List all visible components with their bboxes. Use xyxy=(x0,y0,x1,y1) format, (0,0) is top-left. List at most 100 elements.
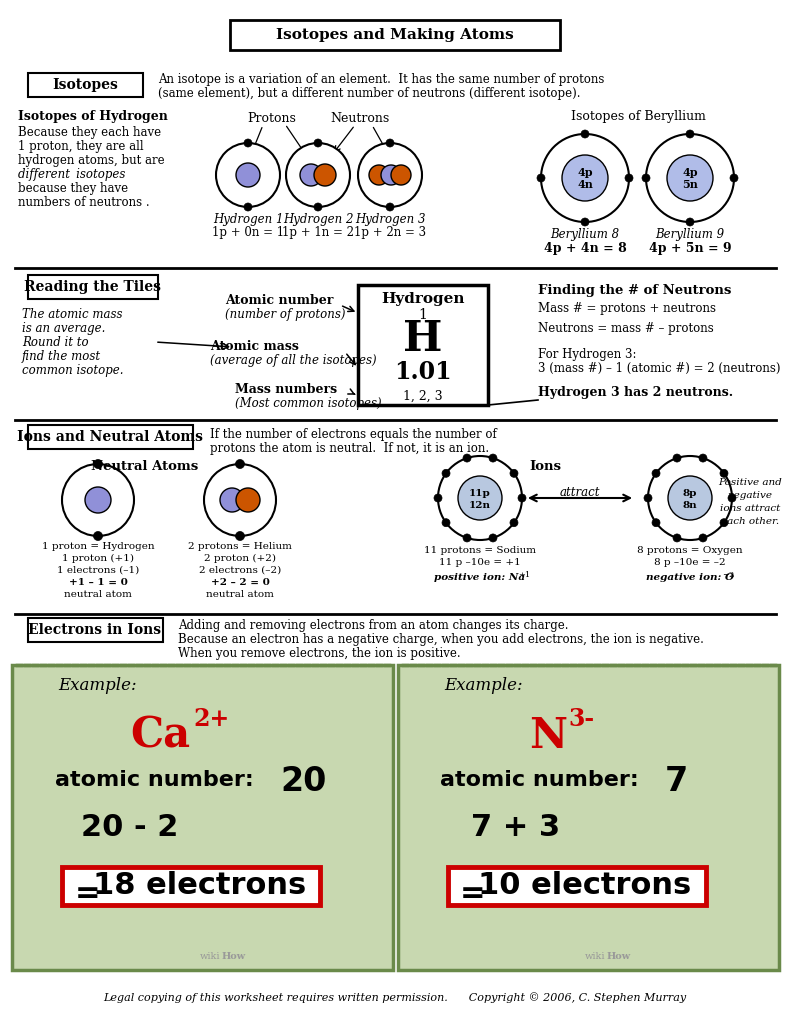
Circle shape xyxy=(686,130,694,138)
Circle shape xyxy=(625,174,633,182)
Text: 1.01: 1.01 xyxy=(394,360,452,384)
Text: find the most: find the most xyxy=(22,350,101,362)
Circle shape xyxy=(391,165,411,185)
Text: atomic number:: atomic number: xyxy=(440,770,646,790)
Circle shape xyxy=(699,454,707,462)
Text: Hydrogen 3: Hydrogen 3 xyxy=(354,213,426,226)
Text: attract: attract xyxy=(560,486,600,499)
Text: =: = xyxy=(75,879,112,908)
Text: numbers of neutrons .: numbers of neutrons . xyxy=(18,196,149,209)
Circle shape xyxy=(236,488,260,512)
Circle shape xyxy=(463,454,471,462)
Text: is an average.: is an average. xyxy=(22,322,105,335)
Text: Hydrogen 2: Hydrogen 2 xyxy=(282,213,354,226)
Text: For Hydrogen 3:: For Hydrogen 3: xyxy=(538,348,637,361)
Circle shape xyxy=(510,519,518,526)
Text: (Most common isotopes): (Most common isotopes) xyxy=(235,397,381,410)
Circle shape xyxy=(386,203,394,211)
Text: 4p + 5n = 9: 4p + 5n = 9 xyxy=(649,242,732,255)
Text: The atomic mass: The atomic mass xyxy=(22,308,123,321)
Text: Ions: Ions xyxy=(529,460,561,473)
Text: 20 - 2: 20 - 2 xyxy=(81,813,179,842)
Bar xyxy=(28,618,163,642)
Text: 7 + 3: 7 + 3 xyxy=(471,813,561,842)
Circle shape xyxy=(720,519,728,526)
Text: Ions and Neutral Atoms: Ions and Neutral Atoms xyxy=(17,430,203,444)
Text: 8p: 8p xyxy=(683,489,697,499)
Circle shape xyxy=(537,174,545,182)
Bar xyxy=(28,425,193,449)
Text: (number of protons): (number of protons) xyxy=(225,308,346,321)
Circle shape xyxy=(93,460,103,469)
Text: +2 – 2 = 0: +2 – 2 = 0 xyxy=(210,578,270,587)
Circle shape xyxy=(652,469,660,477)
Text: 4p + 4n = 8: 4p + 4n = 8 xyxy=(543,242,626,255)
Text: 7: 7 xyxy=(665,765,688,798)
Text: 11 p –10e = +1: 11 p –10e = +1 xyxy=(439,558,521,567)
Text: =: = xyxy=(460,879,496,908)
Text: hydrogen atoms, but are: hydrogen atoms, but are xyxy=(18,154,165,167)
Text: 18 electrons: 18 electrons xyxy=(93,871,307,900)
Circle shape xyxy=(642,174,650,182)
Circle shape xyxy=(518,494,526,502)
Text: 1p + 2n = 3: 1p + 2n = 3 xyxy=(354,226,426,239)
Bar xyxy=(28,275,158,299)
Text: positive ion: Na: positive ion: Na xyxy=(434,573,525,582)
Circle shape xyxy=(489,534,497,542)
Text: common isotope.: common isotope. xyxy=(22,364,123,377)
Text: 4p: 4p xyxy=(577,168,592,178)
Bar xyxy=(230,20,560,50)
Circle shape xyxy=(458,476,502,520)
Circle shape xyxy=(438,456,522,540)
Text: 2 protons = Helium: 2 protons = Helium xyxy=(188,542,292,551)
Circle shape xyxy=(668,476,712,520)
Text: 1, 2, 3: 1, 2, 3 xyxy=(403,390,443,403)
Text: Mass # = protons + neutrons: Mass # = protons + neutrons xyxy=(538,302,716,315)
Circle shape xyxy=(730,174,738,182)
Circle shape xyxy=(489,454,497,462)
Circle shape xyxy=(463,534,471,542)
Text: 5n: 5n xyxy=(682,179,698,190)
Text: 1p + 0n = 1: 1p + 0n = 1 xyxy=(212,226,284,239)
Text: 1 proton, they are all: 1 proton, they are all xyxy=(18,140,144,153)
Circle shape xyxy=(236,163,260,187)
Text: Example:: Example: xyxy=(58,677,137,694)
Text: Round it to: Round it to xyxy=(22,336,89,349)
Text: neutral atom: neutral atom xyxy=(64,590,132,599)
Text: 3-: 3- xyxy=(568,707,594,731)
Text: 1p + 1n = 2: 1p + 1n = 2 xyxy=(282,226,354,239)
Text: Isotopes: Isotopes xyxy=(52,78,118,92)
Text: 20: 20 xyxy=(280,765,327,798)
Circle shape xyxy=(386,139,394,147)
Text: 8 protons = Oxygen: 8 protons = Oxygen xyxy=(638,546,743,555)
Text: Reading the Tiles: Reading the Tiles xyxy=(25,280,161,294)
Text: When you remove electrons, the ion is positive.: When you remove electrons, the ion is po… xyxy=(178,647,460,660)
Text: +1 – 1 = 0: +1 – 1 = 0 xyxy=(69,578,127,587)
Circle shape xyxy=(442,519,450,526)
Circle shape xyxy=(652,519,660,526)
Text: How: How xyxy=(222,952,246,961)
Text: Hydrogen 3 has 2 neutrons.: Hydrogen 3 has 2 neutrons. xyxy=(538,386,733,399)
Circle shape xyxy=(646,134,734,222)
Text: Hydrogen: Hydrogen xyxy=(381,292,465,306)
Circle shape xyxy=(369,165,389,185)
Text: Beryllium 9: Beryllium 9 xyxy=(656,228,725,241)
Text: Adding and removing electrons from an atom changes its charge.: Adding and removing electrons from an at… xyxy=(178,618,569,632)
Text: neutral atom: neutral atom xyxy=(206,590,274,599)
Text: Finding the # of Neutrons: Finding the # of Neutrons xyxy=(538,284,732,297)
Text: 2 proton (+2): 2 proton (+2) xyxy=(204,554,276,563)
Bar xyxy=(398,665,779,970)
Text: Example:: Example: xyxy=(444,677,523,694)
Circle shape xyxy=(314,139,322,147)
Circle shape xyxy=(381,165,401,185)
Circle shape xyxy=(62,464,134,536)
Circle shape xyxy=(728,494,736,502)
Text: Isotopes of Beryllium: Isotopes of Beryllium xyxy=(570,110,706,123)
Text: atomic number:: atomic number: xyxy=(55,770,262,790)
Circle shape xyxy=(314,164,336,186)
Text: An isotope is a variation of an element.  It has the same number of protons: An isotope is a variation of an element.… xyxy=(158,73,604,86)
Circle shape xyxy=(720,469,728,477)
Circle shape xyxy=(648,456,732,540)
Circle shape xyxy=(358,143,422,207)
Circle shape xyxy=(204,464,276,536)
